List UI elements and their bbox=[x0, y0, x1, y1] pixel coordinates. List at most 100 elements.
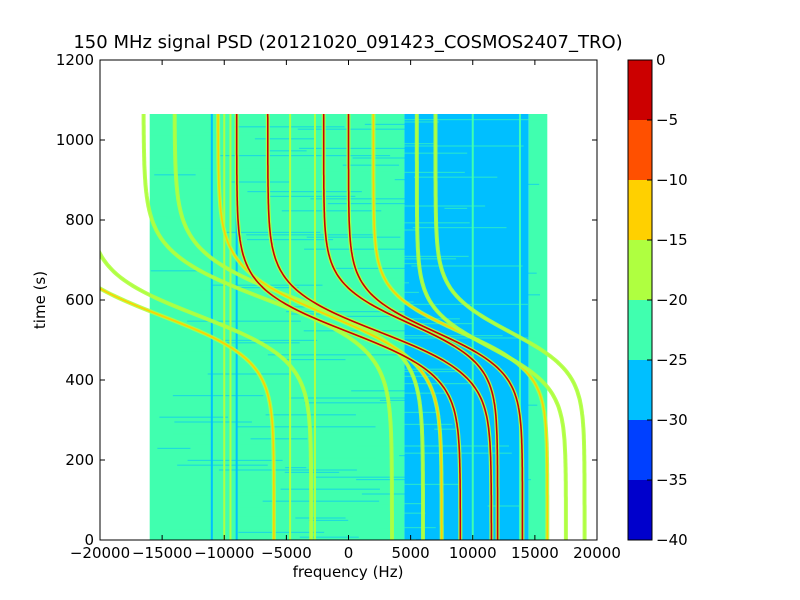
noise-streak bbox=[335, 267, 515, 269]
colorbar-tick-label: −10 bbox=[656, 171, 688, 189]
y-tick-label: 400 bbox=[65, 371, 94, 389]
x-tick-label: −15000 bbox=[132, 544, 192, 562]
doppler-trace-6 bbox=[347, 114, 524, 540]
noise-streak bbox=[394, 179, 454, 181]
noise-streak bbox=[174, 351, 339, 353]
colorbar-segment bbox=[628, 420, 652, 480]
noise-streak bbox=[176, 219, 314, 221]
noise-streak bbox=[443, 404, 538, 406]
noise-streak bbox=[471, 409, 512, 411]
noise-streak bbox=[427, 363, 515, 365]
y-axis-label: time (s) bbox=[31, 271, 49, 329]
noise-streak bbox=[190, 450, 344, 452]
heatmap-image bbox=[100, 114, 587, 540]
noise-streak bbox=[235, 140, 383, 142]
noise-streak bbox=[295, 517, 346, 519]
noise-streak bbox=[281, 210, 382, 212]
noise-streak bbox=[285, 467, 307, 469]
x-tick-label: 15000 bbox=[511, 544, 559, 562]
x-axis-label: frequency (Hz) bbox=[293, 563, 404, 581]
noise-streak bbox=[157, 447, 191, 449]
noise-streak bbox=[247, 512, 426, 514]
noise-streak bbox=[250, 438, 308, 440]
x-tick-label: 0 bbox=[344, 544, 354, 562]
noise-streak bbox=[285, 318, 460, 320]
noise-streak bbox=[305, 171, 465, 173]
noise-streak bbox=[218, 155, 391, 157]
noise-streak bbox=[238, 531, 325, 533]
noise-streak bbox=[230, 181, 291, 183]
noise-streak bbox=[209, 361, 243, 363]
noise-streak bbox=[406, 481, 470, 483]
noise-streak bbox=[329, 315, 404, 317]
colorbar-tick-label: −40 bbox=[656, 531, 688, 549]
noise-streak bbox=[252, 200, 310, 202]
noise-streak bbox=[288, 368, 455, 370]
noise-streak bbox=[300, 291, 419, 293]
noise-streak bbox=[338, 392, 447, 394]
noise-streak bbox=[314, 476, 455, 478]
noise-streak bbox=[283, 116, 379, 118]
doppler-trace-2 bbox=[217, 114, 443, 540]
noise-streak bbox=[419, 407, 520, 409]
x-tick-label: −5000 bbox=[261, 544, 312, 562]
y-tick-label: 800 bbox=[65, 211, 94, 229]
x-tick-label: −10000 bbox=[194, 544, 254, 562]
noise-streak bbox=[174, 421, 252, 423]
noise-streak bbox=[444, 207, 468, 209]
noise-streak bbox=[150, 270, 198, 272]
noise-streak bbox=[411, 265, 523, 267]
y-tick-label: 1000 bbox=[56, 131, 94, 149]
noise-streak bbox=[264, 375, 439, 377]
doppler-trace-3 bbox=[235, 114, 462, 540]
noise-streak bbox=[428, 193, 476, 195]
doppler-trace-4 bbox=[266, 114, 493, 540]
noise-streak bbox=[385, 143, 434, 145]
noise-streak bbox=[297, 128, 431, 130]
noise-streak bbox=[177, 464, 268, 466]
noise-streak bbox=[409, 347, 451, 349]
y-tick-label: 200 bbox=[65, 451, 94, 469]
y-tick-label: 1200 bbox=[56, 51, 94, 69]
noise-streak bbox=[470, 534, 504, 536]
noise-streak bbox=[361, 493, 448, 495]
noise-streak bbox=[331, 335, 503, 337]
doppler-trace-10 bbox=[100, 287, 275, 540]
noise-streak bbox=[496, 522, 525, 524]
doppler-trace-9 bbox=[434, 114, 586, 540]
noise-streak bbox=[373, 337, 536, 339]
noise-streak bbox=[412, 227, 507, 229]
noise-streak bbox=[233, 212, 370, 214]
noise-streak bbox=[351, 390, 492, 392]
colorbar-tick-label: −5 bbox=[656, 111, 678, 129]
noise-streak bbox=[254, 138, 315, 140]
noise-streak bbox=[356, 445, 509, 447]
noise-streak bbox=[312, 188, 347, 190]
noise-streak bbox=[270, 474, 295, 476]
noise-streak bbox=[242, 378, 347, 380]
noise-streak bbox=[218, 339, 318, 341]
colorbar-segment bbox=[628, 480, 652, 540]
colorbar: −40 −35 −30 −25 −20 −15 −10 −5 0 bbox=[627, 51, 688, 549]
noise-streak bbox=[317, 423, 453, 425]
noise-streak bbox=[327, 323, 474, 325]
noise-streak bbox=[518, 183, 540, 185]
y-tick-label: 0 bbox=[84, 531, 94, 549]
noise-streak bbox=[172, 395, 264, 397]
x-tick-label: −20000 bbox=[70, 544, 130, 562]
noise-streak bbox=[356, 229, 418, 231]
noise-streak bbox=[286, 311, 426, 313]
noise-streak bbox=[283, 282, 410, 284]
noise-streak bbox=[285, 385, 315, 387]
noise-streak bbox=[299, 536, 359, 538]
noise-streak bbox=[245, 510, 354, 512]
noise-streak bbox=[352, 205, 486, 207]
noise-streak bbox=[338, 186, 373, 188]
noise-streak bbox=[420, 387, 512, 389]
doppler-trace-11 bbox=[100, 251, 312, 540]
noise-streak bbox=[342, 164, 400, 166]
noise-streak bbox=[246, 234, 374, 236]
noise-streak bbox=[434, 428, 456, 430]
noise-streak bbox=[304, 402, 392, 404]
